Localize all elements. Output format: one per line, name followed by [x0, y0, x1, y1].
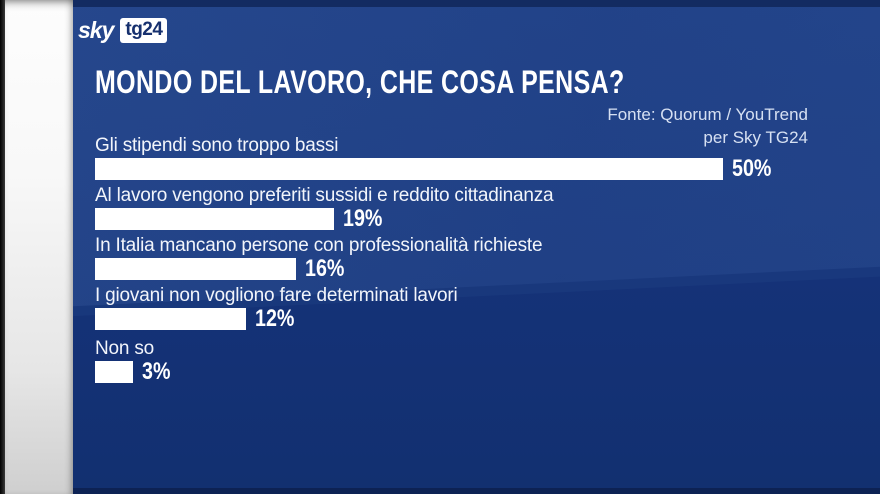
sky-tg24-logo: sky tg24 [78, 17, 168, 44]
bar-label: Al lavoro vengono preferiti sussidi e re… [95, 185, 554, 206]
bar-label: Gli stipendi sono troppo bassi [95, 135, 339, 156]
bar-label: In Italia mancano persone con profession… [95, 235, 543, 256]
screen-left-edge [0, 0, 5, 494]
bar-value: 19% [343, 205, 383, 232]
chart-row: In Italia mancano persone con profession… [95, 235, 835, 282]
bar-value: 3% [142, 358, 171, 385]
bar-line: 16% [95, 255, 835, 282]
source-attribution: Fonte: Quorum / YouTrend per Sky TG24 [607, 103, 808, 149]
source-line-1: Fonte: Quorum / YouTrend [607, 105, 808, 124]
graphic-panel: sky tg24 MONDO DEL LAVORO, CHE COSA PENS… [73, 0, 880, 494]
bar [95, 258, 296, 280]
sky-logo-text: sky [78, 17, 114, 43]
panel-top-strip [73, 0, 880, 7]
bar-value: 16% [305, 255, 345, 282]
chart-row: Gli stipendi sono troppo bassi 50% [95, 135, 835, 182]
chart-title: MONDO DEL LAVORO, CHE COSA PENSA? [95, 64, 625, 100]
source-line-2: per Sky TG24 [703, 128, 808, 147]
bar-chart: Gli stipendi sono troppo bassi 50% Al lavo… [95, 135, 835, 388]
bar-line: 50% [95, 155, 835, 182]
bar [95, 208, 334, 230]
tg24-badge: tg24 [120, 18, 168, 43]
bar-line: 12% [95, 305, 835, 332]
panel-bottom-strip [73, 488, 880, 494]
bar [95, 308, 246, 330]
bar-label: Non so [95, 338, 155, 359]
bar-label: I giovani non vogliono fare determinati … [95, 285, 458, 306]
bar [95, 158, 723, 180]
chart-row: Al lavoro vengono preferiti sussidi e re… [95, 185, 835, 232]
studio-white-strip [5, 0, 73, 494]
chart-row: I giovani non vogliono fare determinati … [95, 285, 835, 332]
bar-value: 50% [732, 155, 772, 182]
bar-value: 12% [255, 305, 295, 332]
chart-row: Non so 3% [95, 338, 835, 385]
background-swoosh [73, 0, 880, 307]
bar [95, 361, 133, 383]
bar-line: 3% [95, 358, 835, 385]
bar-line: 19% [95, 205, 835, 232]
